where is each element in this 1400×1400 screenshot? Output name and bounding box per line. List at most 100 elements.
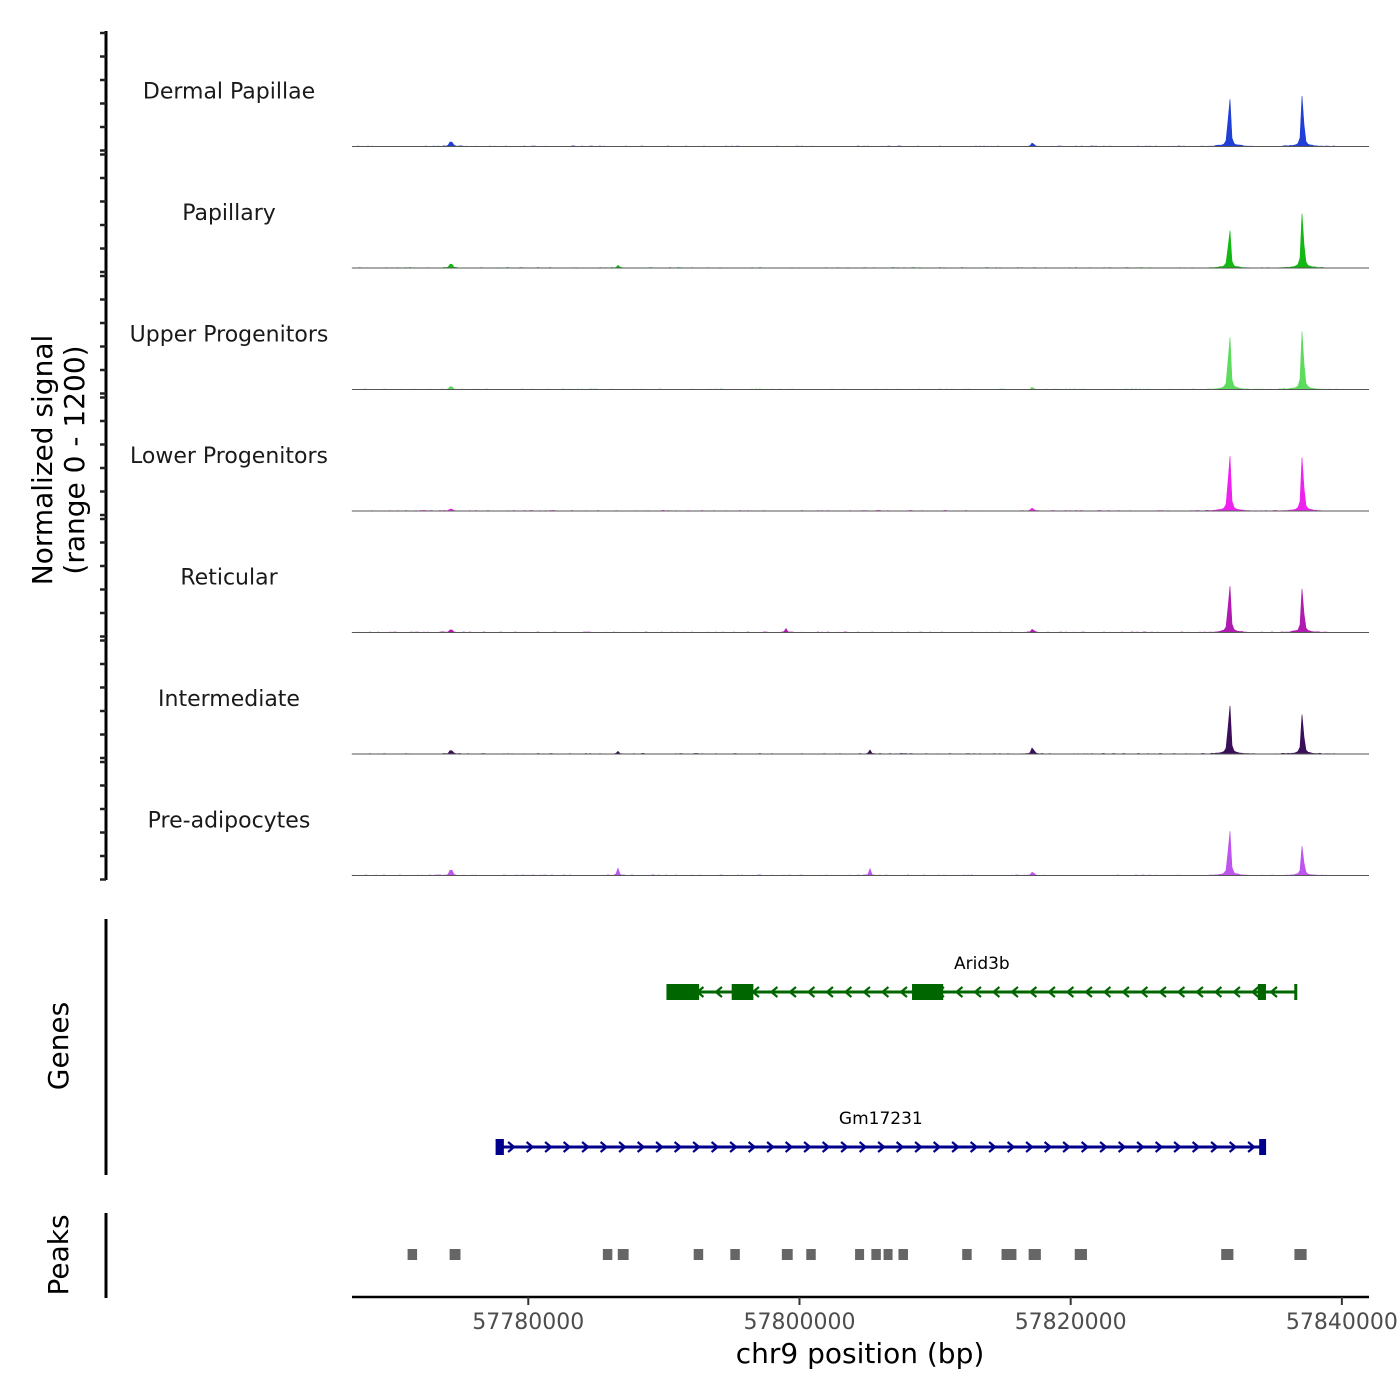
peak-region [449,1249,461,1260]
signal-area [351,96,1339,147]
x-axis-ticks: 57780000 57800000 57820000 57840000 [472,1297,1398,1335]
strand-chevron [784,1141,794,1153]
gene-exon [1259,1139,1265,1155]
peak-region [1028,1249,1041,1260]
signal-area [351,456,1338,512]
gene-label: Gm17231 [839,1109,923,1129]
track-intermediate: Intermediate [158,687,1369,755]
x-tick-label: 57840000 [1286,1310,1398,1335]
track-label: Lower Progenitors [130,444,328,469]
strand-chevron [895,1141,905,1153]
strand-chevron [1269,986,1278,998]
gene-track: Arid3b Gm17231 [495,954,1298,1155]
strand-chevron [877,1141,886,1153]
track-dermal-papillae: Dermal Papillae [143,80,1369,147]
strand-chevron [1232,986,1241,998]
y-axis-range-label: (range 0 - 1200) [58,345,91,574]
strand-chevron [821,1141,831,1153]
gene-exon [497,1139,504,1155]
peak-region [1294,1249,1307,1260]
y-axis-title: Normalized signal [26,335,59,586]
track-papillary: Papillary [182,201,1369,269]
peak-region [1001,1249,1017,1260]
x-tick-label: 57780000 [472,1310,584,1335]
strand-chevron [1228,1141,1238,1153]
gene-exon [731,984,754,1000]
strand-chevron [714,986,723,998]
strand-chevron [1176,986,1186,998]
strand-chevron [1247,1141,1256,1153]
gene-gm17231: Gm17231 [495,1109,1267,1155]
strand-chevron [1195,986,1204,998]
strand-chevron [673,1141,683,1153]
peak-region [883,1249,893,1260]
x-axis-title: chr9 position (bp) [736,1337,985,1370]
peak-region [871,1249,881,1260]
strand-chevron [954,986,964,998]
x-tick-label: 57800000 [743,1310,855,1335]
peak-region [730,1249,740,1260]
strand-chevron [988,1141,997,1153]
strand-chevron [1065,986,1075,998]
gene-exon [912,984,944,1000]
track-label: Upper Progenitors [130,323,329,348]
strand-chevron [843,986,853,998]
peak-region [962,1249,972,1260]
strand-chevron [729,1141,738,1153]
peak-region [855,1249,865,1260]
signal-area [351,586,1339,633]
strand-chevron [951,1141,960,1153]
strand-chevron [769,986,779,998]
peak-region [602,1249,613,1260]
strand-chevron [1043,1141,1053,1153]
strand-chevron [973,986,982,998]
strand-chevron [899,986,908,998]
strand-chevron [1117,1141,1127,1153]
coverage-tracks: Dermal Papillae Papillary Upper Progenitor… [130,80,1369,876]
strand-chevron [806,986,816,998]
strand-chevron [525,1141,535,1153]
strand-chevron [1136,1141,1145,1153]
strand-chevron [840,1141,849,1153]
peak-region [898,1249,908,1260]
strand-chevron [969,1141,979,1153]
strand-chevron [710,1141,720,1153]
signal-area [351,213,1339,269]
track-label: Dermal Papillae [143,80,315,105]
track-upper-progenitors: Upper Progenitors [130,323,1369,390]
strand-chevron [862,986,871,998]
strand-chevron [1213,986,1223,998]
strand-chevron [636,1141,646,1153]
strand-chevron [599,1141,609,1153]
y-axis-title-group: Normalized signal (range 0 - 1200) [26,335,91,586]
strand-chevron [1250,986,1260,998]
peak-region [407,1249,418,1260]
peak-region [1074,1249,1087,1260]
peak-region [781,1249,793,1260]
track-label: Pre-adipocytes [148,809,311,834]
strand-chevron [1139,986,1149,998]
strand-chevron [1173,1141,1182,1153]
track-label: Intermediate [158,687,300,712]
strand-chevron [507,1141,516,1153]
strand-chevron [766,1141,775,1153]
strand-chevron [618,1141,627,1153]
peaks-panel-title: Peaks [42,1214,75,1295]
strand-chevron [692,1141,701,1153]
strand-chevron [1047,986,1056,998]
peak-region [1221,1249,1234,1260]
strand-chevron [544,1141,553,1153]
strand-chevron [991,986,1001,998]
strand-chevron [1158,986,1167,998]
strand-chevron [655,1141,664,1153]
strand-chevron [1028,986,1038,998]
strand-chevron [1154,1141,1164,1153]
strand-chevron [880,986,890,998]
signal-area [351,705,1339,755]
gene-arid3b: Arid3b [666,954,1298,1000]
signal-axis-ticks [100,31,106,881]
strand-chevron [562,1141,572,1153]
strand-chevron [1084,986,1093,998]
strand-chevron [788,986,797,998]
strand-chevron [1080,1141,1090,1153]
